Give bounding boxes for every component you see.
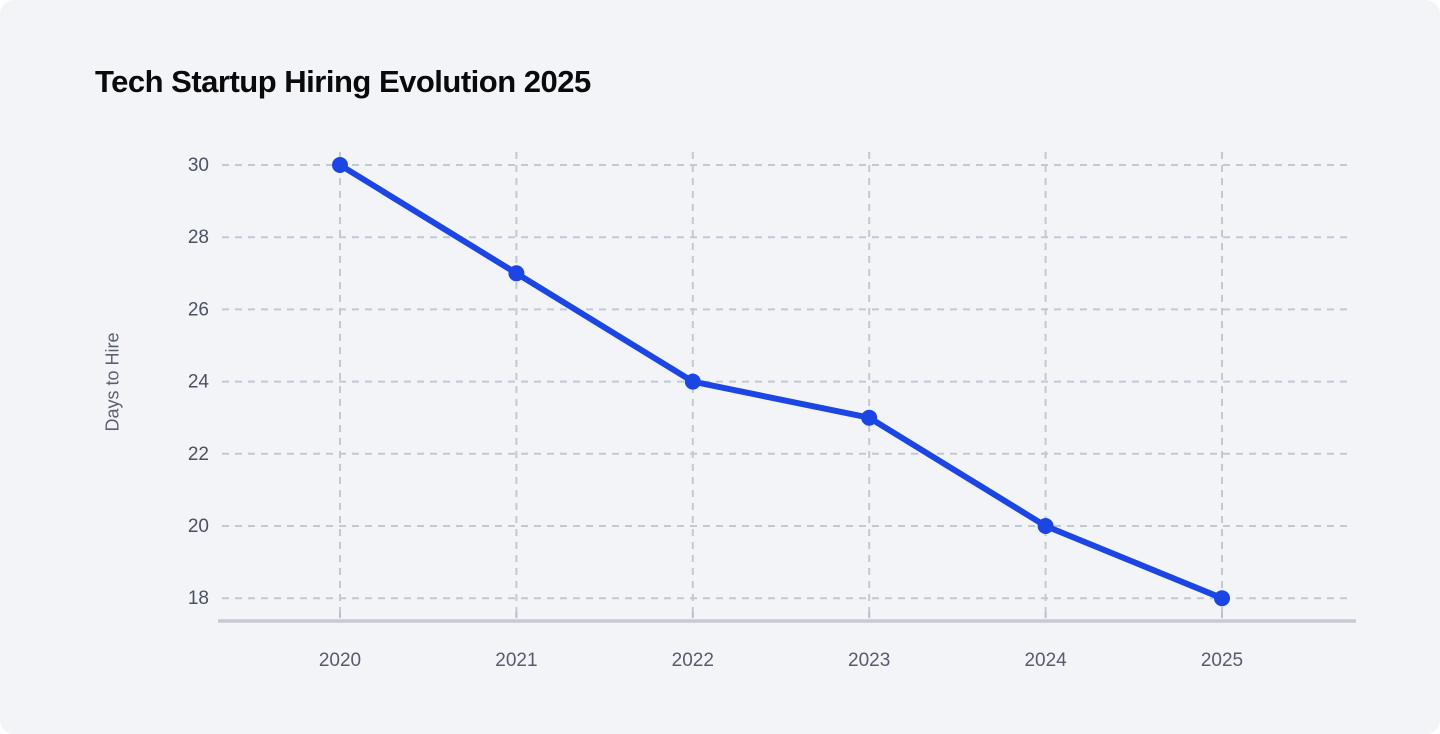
tick-label-layer: 30 28 26 24 22 20 18 2020 2021 2022 2023 2024 2025 bbox=[188, 155, 1243, 671]
chart-title: Tech Startup Hiring Evolution 2025 bbox=[95, 64, 591, 99]
y-tick-label: 28 bbox=[188, 227, 209, 248]
series-layer bbox=[332, 157, 1230, 607]
y-tick-label: 30 bbox=[188, 155, 209, 176]
y-tick-label: 26 bbox=[188, 299, 209, 320]
data-point bbox=[1037, 518, 1054, 534]
x-tick-label: 2022 bbox=[672, 650, 714, 671]
x-tick-label: 2020 bbox=[319, 650, 361, 671]
y-tick-label: 24 bbox=[188, 372, 210, 393]
y-tick-label: 20 bbox=[188, 516, 209, 537]
y-tick-label: 18 bbox=[188, 588, 209, 609]
data-point bbox=[684, 373, 701, 390]
data-point bbox=[1214, 590, 1230, 607]
grid-layer bbox=[222, 152, 1350, 619]
x-tick-label: 2021 bbox=[495, 650, 537, 671]
series-line bbox=[337, 162, 1225, 602]
data-point bbox=[508, 265, 525, 282]
x-tick-label: 2025 bbox=[1201, 650, 1243, 671]
axis-layer bbox=[218, 612, 1356, 623]
y-tick-label: 22 bbox=[188, 444, 209, 465]
x-tick-label: 2024 bbox=[1024, 650, 1067, 671]
data-point bbox=[861, 409, 878, 426]
data-point bbox=[332, 157, 348, 173]
x-tick-label: 2023 bbox=[848, 650, 890, 671]
